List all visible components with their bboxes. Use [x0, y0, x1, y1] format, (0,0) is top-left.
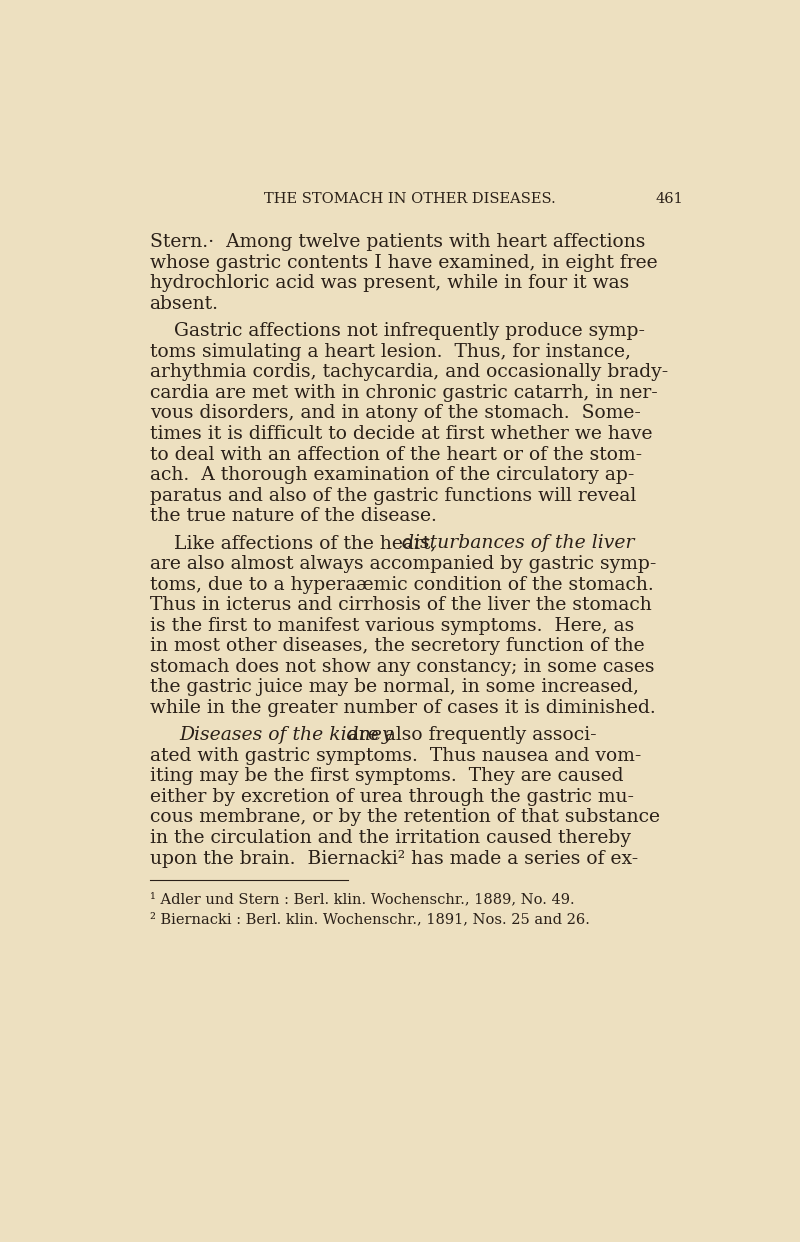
- Text: vous disorders, and in atony of the stomach.  Some-: vous disorders, and in atony of the stom…: [150, 405, 641, 422]
- Text: hydrochloric acid was present, while in four it was: hydrochloric acid was present, while in …: [150, 274, 629, 292]
- Text: paratus and also of the gastric functions will reveal: paratus and also of the gastric function…: [150, 487, 636, 504]
- Text: Like affections of the heart,: Like affections of the heart,: [150, 534, 442, 553]
- Text: to deal with an affection of the heart or of the stom-: to deal with an affection of the heart o…: [150, 446, 642, 463]
- Text: are also frequently associ-: are also frequently associ-: [342, 727, 597, 744]
- Text: the gastric juice may be normal, in some increased,: the gastric juice may be normal, in some…: [150, 678, 638, 697]
- Text: cous membrane, or by the retention of that substance: cous membrane, or by the retention of th…: [150, 809, 659, 826]
- Text: is the first to manifest various symptoms.  Here, as: is the first to manifest various symptom…: [150, 617, 634, 635]
- Text: stomach does not show any constancy; in some cases: stomach does not show any constancy; in …: [150, 658, 654, 676]
- Text: ach.  A thorough examination of the circulatory ap-: ach. A thorough examination of the circu…: [150, 466, 634, 484]
- Text: toms, due to a hyperaæmic condition of the stomach.: toms, due to a hyperaæmic condition of t…: [150, 575, 654, 594]
- Text: toms simulating a heart lesion.  Thus, for instance,: toms simulating a heart lesion. Thus, fo…: [150, 343, 630, 360]
- Text: ated with gastric symptoms.  Thus nausea and vom-: ated with gastric symptoms. Thus nausea …: [150, 746, 641, 765]
- Text: the true nature of the disease.: the true nature of the disease.: [150, 507, 437, 525]
- Text: Diseases of the kidney: Diseases of the kidney: [179, 727, 393, 744]
- Text: ¹ Adler und Stern : Berl. klin. Wochenschr., 1889, No. 49.: ¹ Adler und Stern : Berl. klin. Wochensc…: [150, 893, 574, 907]
- Text: iting may be the first symptoms.  They are caused: iting may be the first symptoms. They ar…: [150, 768, 623, 785]
- Text: in most other diseases, the secretory function of the: in most other diseases, the secretory fu…: [150, 637, 644, 656]
- Text: Gastric affections not infrequently produce symp-: Gastric affections not infrequently prod…: [150, 322, 645, 340]
- Text: are also almost always accompanied by gastric symp-: are also almost always accompanied by ga…: [150, 555, 656, 573]
- Text: disturbances of the liver: disturbances of the liver: [402, 534, 634, 553]
- Text: upon the brain.  Biernacki² has made a series of ex-: upon the brain. Biernacki² has made a se…: [150, 850, 638, 868]
- Text: times it is difficult to decide at first whether we have: times it is difficult to decide at first…: [150, 425, 652, 443]
- Text: whose gastric contents I have examined, in eight free: whose gastric contents I have examined, …: [150, 253, 658, 272]
- Text: Stern.·  Among twelve patients with heart affections: Stern.· Among twelve patients with heart…: [150, 233, 645, 251]
- Text: cardia are met with in chronic gastric catarrh, in ner-: cardia are met with in chronic gastric c…: [150, 384, 658, 402]
- Text: 461: 461: [655, 193, 682, 206]
- Text: either by excretion of urea through the gastric mu-: either by excretion of urea through the …: [150, 787, 634, 806]
- Text: arhythmia cordis, tachycardia, and occasionally brady-: arhythmia cordis, tachycardia, and occas…: [150, 363, 668, 381]
- Text: absent.: absent.: [150, 294, 218, 313]
- Text: while in the greater number of cases it is diminished.: while in the greater number of cases it …: [150, 699, 655, 717]
- Text: THE STOMACH IN OTHER DISEASES.: THE STOMACH IN OTHER DISEASES.: [264, 193, 556, 206]
- Text: in the circulation and the irritation caused thereby: in the circulation and the irritation ca…: [150, 828, 630, 847]
- Text: Thus in icterus and cirrhosis of the liver the stomach: Thus in icterus and cirrhosis of the liv…: [150, 596, 651, 614]
- Text: ² Biernacki : Berl. klin. Wochenschr., 1891, Nos. 25 and 26.: ² Biernacki : Berl. klin. Wochenschr., 1…: [150, 912, 590, 927]
